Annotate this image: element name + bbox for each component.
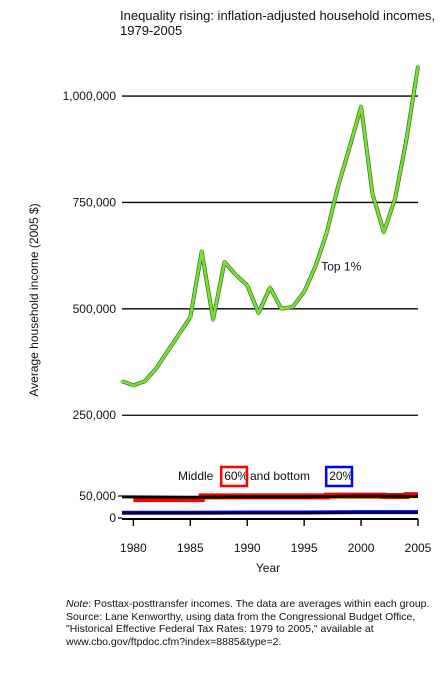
data-point: [382, 230, 386, 234]
caption-part: 20%: [329, 469, 353, 483]
x-tick-label: 1985: [177, 541, 204, 555]
data-point: [257, 311, 261, 315]
data-point: [154, 366, 158, 371]
caption-part: Middle: [178, 469, 214, 483]
chart-title: Inequality rising: inflation-adjusted ho…: [120, 8, 436, 38]
lower-series: [121, 492, 419, 515]
x-tick-label: 2005: [405, 541, 432, 555]
top-1-percent-line: [121, 66, 420, 387]
lower-series-line: [121, 494, 419, 499]
data-point: [234, 273, 238, 277]
middle-highlight-box: [219, 465, 249, 488]
y-tick-label: 0: [109, 511, 116, 525]
caption-part: and bottom: [250, 469, 310, 483]
upper-series: [120, 64, 420, 388]
data-point: [325, 230, 329, 234]
data-point: [279, 307, 283, 311]
lower-y-ticks: 0 50,000: [79, 489, 122, 525]
data-point: [313, 264, 318, 268]
data-point: [370, 192, 375, 196]
data-point: [120, 379, 124, 383]
lower-panel-caption: Middle 60% and bottom 20%: [178, 465, 354, 488]
source-note: Note: Posttax-posttransfer incomes. The …: [66, 598, 431, 648]
upper-y-ticks: 250,000 500,000 750,000 1,000,000: [63, 89, 117, 422]
data-point: [336, 183, 340, 188]
data-point: [405, 137, 409, 141]
data-point: [211, 317, 215, 322]
data-point: [165, 349, 170, 353]
top-1-percent-label: Top 1%: [321, 260, 361, 274]
note-text: : Posttax-posttransfer incomes. The data…: [66, 598, 430, 648]
data-point: [291, 305, 295, 309]
data-point: [393, 196, 397, 200]
data-point: [143, 379, 147, 383]
y-tick-label: 50,000: [79, 489, 116, 503]
upper-grid: [122, 95, 418, 416]
y-axis-label: Average household income (2005 $): [27, 203, 41, 396]
note-lead: Note: [66, 598, 89, 610]
data-point: [348, 145, 352, 149]
x-tick-label: 1995: [291, 541, 318, 555]
data-point: [302, 290, 306, 294]
y-tick-label: 1,000,000: [63, 89, 117, 103]
data-point: [359, 105, 363, 109]
lower-series-line: [122, 511, 418, 515]
data-point: [188, 315, 192, 319]
data-point: [131, 383, 135, 388]
data-point: [245, 283, 249, 288]
x-axis: 1980 1985 1990 1995 2000 2005: [120, 518, 432, 555]
data-point: [416, 64, 420, 68]
x-tick-label: 1990: [234, 541, 261, 555]
x-tick-label: 1980: [120, 541, 147, 555]
bottom-highlight-box: [324, 465, 354, 488]
y-tick-label: 500,000: [73, 302, 117, 316]
y-tick-label: 250,000: [73, 408, 117, 422]
y-tick-label: 750,000: [73, 195, 117, 209]
data-point: [222, 260, 227, 264]
x-axis-label: Year: [256, 561, 280, 575]
top-1-percent-line-outline: [121, 65, 420, 388]
x-tick-label: 2000: [348, 541, 375, 555]
data-point: [200, 249, 204, 253]
caption-part: 60%: [224, 469, 248, 483]
data-point: [177, 332, 181, 336]
data-point: [268, 285, 272, 290]
